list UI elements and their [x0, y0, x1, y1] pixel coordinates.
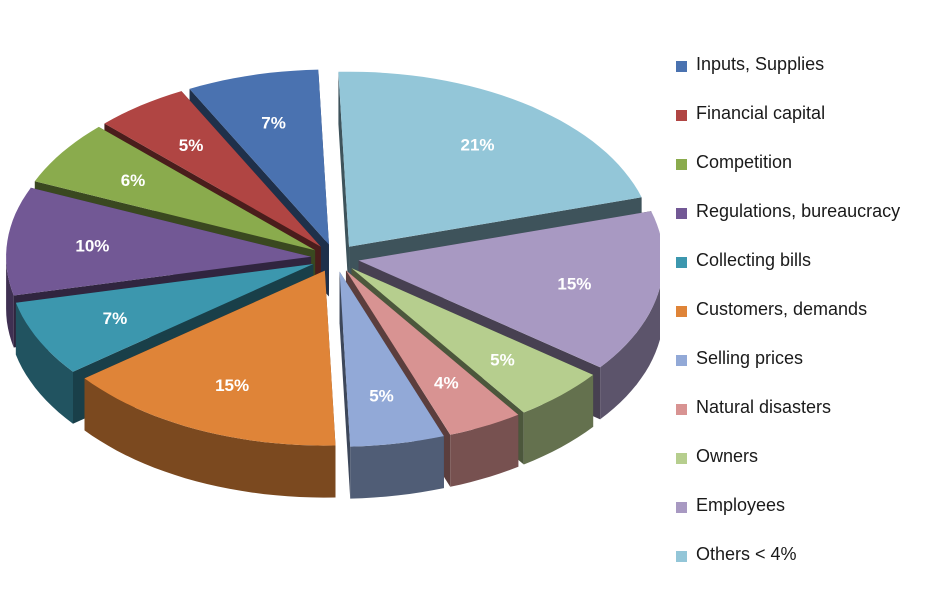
legend-item: Customers, demands [676, 295, 931, 344]
legend-item: Regulations, bureaucracy [676, 197, 931, 246]
pie-slice-side [6, 256, 14, 348]
legend-swatch [676, 159, 687, 170]
pie-slice-side [450, 414, 519, 487]
legend-item: Selling prices [676, 344, 931, 393]
legend-label: Competition [696, 152, 793, 172]
legend-item: Collecting bills [676, 246, 931, 295]
legend-item: Owners [676, 442, 931, 491]
slice-value-label: 5% [179, 136, 204, 155]
slice-value-label: 21% [460, 136, 494, 155]
pie-slice [15, 263, 314, 372]
slice-value-label: 6% [121, 171, 146, 190]
pie-slice-side [600, 287, 660, 420]
pie-slice-wall [338, 71, 350, 299]
pie-slice-side [84, 378, 336, 498]
legend-label: Employees [696, 495, 786, 515]
slice-value-label: 15% [557, 275, 591, 294]
pie-slice [358, 211, 660, 368]
legend-item: Employees [676, 491, 931, 540]
slice-value-label: 7% [261, 114, 286, 133]
legend-item: Others < 4% [676, 540, 931, 589]
slice-value-label: 4% [434, 373, 459, 392]
pie-slice [6, 187, 312, 296]
chart-legend: Inputs, Supplies Financial capital Compe… [676, 50, 931, 589]
legend-swatch [676, 453, 687, 464]
pie-slice-side [350, 436, 444, 499]
legend-label: Regulations, bureaucracy [696, 201, 901, 221]
legend-item: Financial capital [676, 99, 931, 148]
legend-item: Natural disasters [676, 393, 931, 442]
slice-value-label: 15% [215, 376, 249, 395]
legend-label: Natural disasters [696, 397, 832, 417]
legend-label: Collecting bills [696, 250, 812, 270]
legend-label: Selling prices [696, 348, 804, 368]
legend-label: Inputs, Supplies [696, 54, 825, 74]
legend-label: Others < 4% [696, 544, 797, 564]
pie-slice-side [15, 302, 73, 424]
legend-swatch [676, 306, 687, 317]
slice-value-label: 5% [369, 386, 394, 405]
legend-label: Financial capital [696, 103, 826, 123]
pie-slice-wall [339, 271, 351, 499]
legend-swatch [676, 404, 687, 415]
pie-slice [351, 268, 594, 413]
legend-label: Customers, demands [696, 299, 868, 319]
pie-slice-side [523, 374, 594, 465]
slice-value-label: 7% [103, 309, 128, 328]
pie-slice [84, 270, 336, 446]
slice-value-label: 10% [75, 236, 109, 255]
slice-value-label: 5% [490, 351, 515, 370]
pie-slice [345, 270, 519, 435]
pie-slice [189, 69, 329, 245]
legend-swatch [676, 61, 687, 72]
legend-item: Inputs, Supplies [676, 50, 931, 99]
legend-item: Competition [676, 148, 931, 197]
legend-swatch [676, 208, 687, 219]
legend-swatch [676, 257, 687, 268]
pie-slice [34, 126, 316, 251]
pie-plot-area: 7% 5% 6% 10% 7% 15% 5% 4% 5% 15% 21% [6, 69, 660, 499]
legend-swatch [676, 110, 687, 121]
pie-slice [104, 91, 321, 247]
legend-swatch [676, 502, 687, 513]
legend-swatch [676, 551, 687, 562]
pie-slice [339, 271, 444, 447]
legend-swatch [676, 355, 687, 366]
pie-slice [338, 71, 642, 247]
legend-label: Owners [696, 446, 759, 466]
